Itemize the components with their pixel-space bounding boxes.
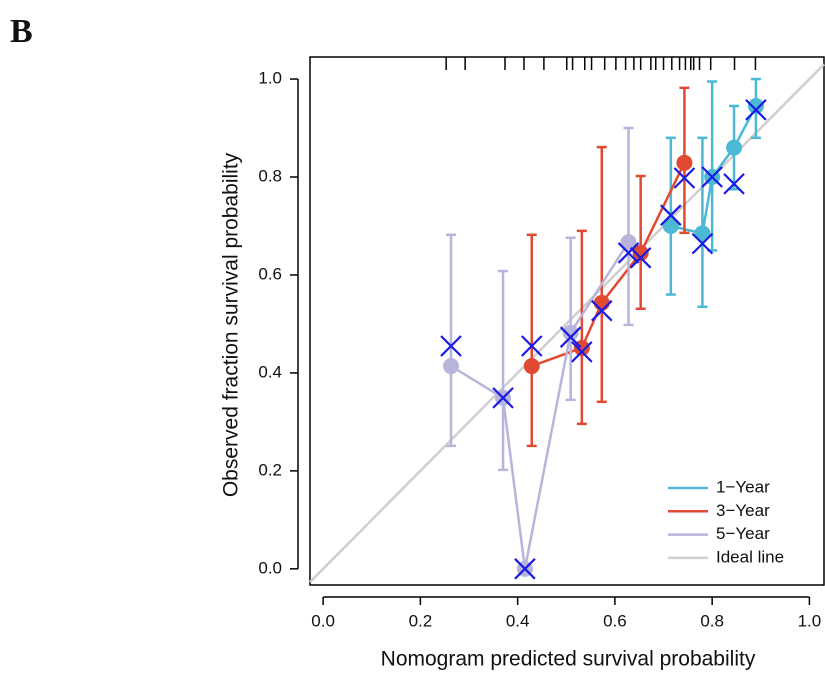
corrected-marker [514, 558, 536, 580]
corrected-marker [629, 247, 652, 269]
corrected-marker [701, 166, 723, 188]
y-tick-label: 0.6 [258, 264, 282, 283]
x-tick-label: 0.2 [409, 611, 433, 630]
error-bar [697, 136, 708, 309]
panel-label: B [10, 13, 33, 50]
point [523, 358, 540, 375]
y-axis-title: Observed fraction survival probability [220, 152, 243, 497]
point [632, 244, 649, 261]
legend-label: 1−Year [716, 477, 770, 496]
point [694, 225, 711, 242]
x-tick-label: 0.8 [700, 611, 724, 630]
x-tick-label: 0.0 [311, 611, 335, 630]
error-bar [565, 236, 576, 402]
y-tick-label: 0.8 [258, 166, 282, 185]
corrected-marker [571, 341, 593, 363]
error-bar [635, 174, 646, 311]
point [593, 294, 610, 311]
point [747, 97, 764, 114]
x-tick-label: 0.4 [506, 611, 530, 630]
error-bar [623, 126, 634, 327]
point [662, 217, 679, 234]
y-tick-label: 0.4 [258, 362, 282, 381]
corrected-marker [745, 99, 767, 121]
error-bar [446, 233, 457, 448]
point [620, 234, 637, 251]
error-bar [498, 269, 509, 472]
corrected-marker [440, 335, 462, 357]
corrected-marker [590, 299, 613, 322]
error-bar [596, 145, 607, 404]
corrected-marker [660, 204, 682, 226]
point [676, 154, 693, 171]
corrected-marker [691, 232, 714, 255]
x-axis-title: Nomogram predicted survival probability [381, 648, 756, 671]
error-bar [707, 80, 718, 252]
y-tick-label: 0.2 [258, 460, 282, 479]
x-tick-label: 0.6 [603, 611, 627, 630]
error-bar [576, 229, 587, 426]
corrected-marker [520, 335, 543, 357]
corrected-marker [559, 326, 582, 348]
y-tick-label: 1.0 [258, 69, 282, 88]
legend-label: Ideal line [716, 547, 784, 566]
x-tick-label: 1.0 [798, 611, 822, 630]
legend-label: 5−Year [716, 524, 770, 543]
corrected-marker [723, 173, 745, 195]
corrected-marker [673, 167, 696, 189]
point [726, 139, 743, 156]
point [443, 358, 460, 375]
error-bar [526, 233, 537, 448]
legend-label: 3−Year [716, 501, 770, 520]
y-tick-label: 0.0 [258, 558, 282, 577]
corrected-marker [492, 387, 514, 409]
corrected-marker [617, 242, 640, 264]
point [562, 324, 579, 341]
